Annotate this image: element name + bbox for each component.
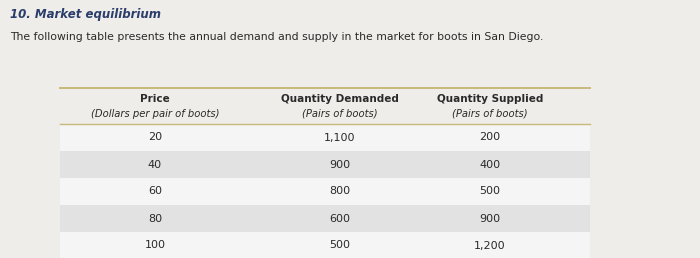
Text: 900: 900 — [480, 214, 500, 223]
Text: 500: 500 — [330, 240, 351, 251]
Text: (Pairs of boots): (Pairs of boots) — [452, 109, 528, 119]
Text: 100: 100 — [144, 240, 165, 251]
Text: 900: 900 — [330, 159, 351, 170]
Text: 1,200: 1,200 — [474, 240, 506, 251]
Text: Quantity Supplied: Quantity Supplied — [437, 94, 543, 104]
Text: (Dollars per pair of boots): (Dollars per pair of boots) — [91, 109, 219, 119]
Text: 400: 400 — [480, 159, 500, 170]
Text: 60: 60 — [148, 187, 162, 197]
Text: Quantity Demanded: Quantity Demanded — [281, 94, 399, 104]
Text: 40: 40 — [148, 159, 162, 170]
Text: (Pairs of boots): (Pairs of boots) — [302, 109, 378, 119]
Text: 20: 20 — [148, 133, 162, 142]
Text: 800: 800 — [330, 187, 351, 197]
Text: The following table presents the annual demand and supply in the market for boot: The following table presents the annual … — [10, 32, 543, 42]
Text: 600: 600 — [330, 214, 351, 223]
Text: Price: Price — [140, 94, 170, 104]
Text: 500: 500 — [480, 187, 500, 197]
Text: 80: 80 — [148, 214, 162, 223]
Text: 1,100: 1,100 — [324, 133, 356, 142]
Text: 200: 200 — [480, 133, 500, 142]
Text: 10. Market equilibrium: 10. Market equilibrium — [10, 8, 161, 21]
